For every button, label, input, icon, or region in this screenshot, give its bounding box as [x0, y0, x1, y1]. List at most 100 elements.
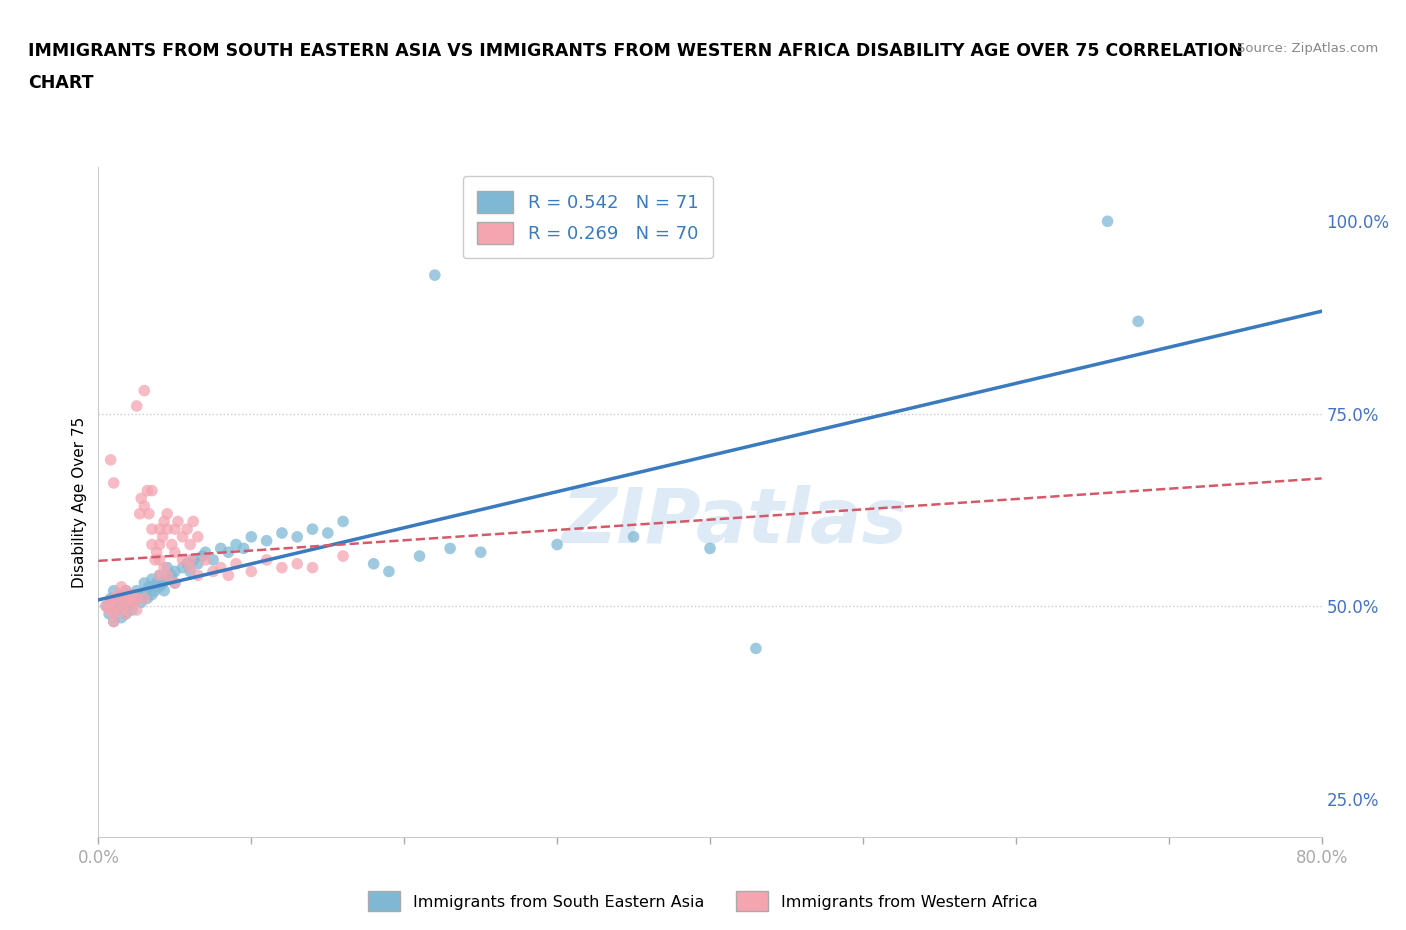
Point	[423, 268, 446, 283]
Point	[112, 595, 135, 610]
Point	[138, 506, 160, 521]
Point	[156, 522, 179, 537]
Point	[136, 591, 159, 605]
Point	[217, 545, 239, 560]
Point	[408, 549, 430, 564]
Point	[149, 579, 172, 594]
Point	[125, 591, 148, 605]
Point	[209, 560, 232, 575]
Point	[105, 599, 128, 614]
Point	[118, 599, 141, 614]
Point	[163, 545, 186, 560]
Point	[118, 599, 141, 614]
Point	[179, 552, 201, 567]
Point	[103, 614, 125, 629]
Point	[115, 583, 138, 598]
Point	[107, 587, 129, 602]
Y-axis label: Disability Age Over 75: Disability Age Over 75	[72, 417, 87, 588]
Point	[103, 583, 125, 598]
Point	[149, 538, 172, 552]
Point	[129, 595, 152, 610]
Point	[194, 552, 217, 567]
Point	[332, 514, 354, 529]
Point	[125, 591, 148, 605]
Point	[125, 399, 148, 414]
Point	[187, 556, 209, 571]
Point	[160, 538, 183, 552]
Point	[285, 529, 308, 544]
Text: ZIPatlas: ZIPatlas	[561, 485, 907, 559]
Point	[134, 591, 156, 605]
Point	[623, 529, 645, 544]
Point	[1097, 214, 1119, 229]
Point	[176, 522, 198, 537]
Legend: R = 0.542   N = 71, R = 0.269   N = 70: R = 0.542 N = 71, R = 0.269 N = 70	[463, 177, 713, 259]
Text: Source: ZipAtlas.com: Source: ZipAtlas.com	[1237, 42, 1378, 55]
Point	[149, 568, 172, 583]
Point	[145, 576, 167, 591]
Point	[121, 587, 143, 602]
Point	[470, 545, 492, 560]
Point	[110, 603, 132, 618]
Point	[122, 595, 145, 610]
Point	[134, 383, 156, 398]
Point	[172, 529, 194, 544]
Point	[117, 591, 139, 605]
Point	[187, 529, 209, 544]
Point	[103, 606, 125, 621]
Point	[100, 595, 122, 610]
Point	[110, 610, 132, 625]
Point	[363, 556, 385, 571]
Point	[209, 541, 232, 556]
Point	[217, 568, 239, 583]
Point	[128, 587, 150, 602]
Point	[256, 533, 278, 548]
Point	[156, 506, 179, 521]
Point	[141, 484, 163, 498]
Point	[149, 552, 172, 567]
Point	[110, 587, 132, 602]
Point	[149, 568, 172, 583]
Point	[156, 560, 179, 575]
Point	[149, 522, 172, 537]
Point	[202, 564, 225, 578]
Point	[232, 541, 254, 556]
Point	[136, 484, 159, 498]
Point	[141, 538, 163, 552]
Point	[378, 564, 401, 578]
Point	[134, 498, 156, 513]
Point	[118, 587, 141, 602]
Point	[285, 556, 308, 571]
Point	[191, 549, 214, 564]
Point	[103, 614, 125, 629]
Point	[179, 560, 201, 575]
Point	[118, 591, 141, 605]
Point	[107, 591, 129, 605]
Text: IMMIGRANTS FROM SOUTH EASTERN ASIA VS IMMIGRANTS FROM WESTERN AFRICA DISABILITY : IMMIGRANTS FROM SOUTH EASTERN ASIA VS IM…	[28, 42, 1243, 60]
Point	[110, 591, 132, 605]
Point	[115, 606, 138, 621]
Point	[121, 603, 143, 618]
Point	[240, 529, 263, 544]
Point	[179, 538, 201, 552]
Point	[156, 572, 179, 587]
Point	[163, 564, 186, 578]
Point	[153, 583, 176, 598]
Point	[105, 603, 128, 618]
Text: CHART: CHART	[28, 74, 94, 92]
Point	[141, 522, 163, 537]
Point	[172, 560, 194, 575]
Point	[94, 599, 117, 614]
Point	[138, 579, 160, 594]
Point	[163, 576, 186, 591]
Point	[194, 545, 217, 560]
Point	[439, 541, 461, 556]
Point	[160, 568, 183, 583]
Point	[202, 552, 225, 567]
Point	[129, 491, 152, 506]
Point	[125, 603, 148, 618]
Point	[1128, 314, 1150, 329]
Point	[134, 576, 156, 591]
Point	[225, 538, 247, 552]
Point	[301, 560, 323, 575]
